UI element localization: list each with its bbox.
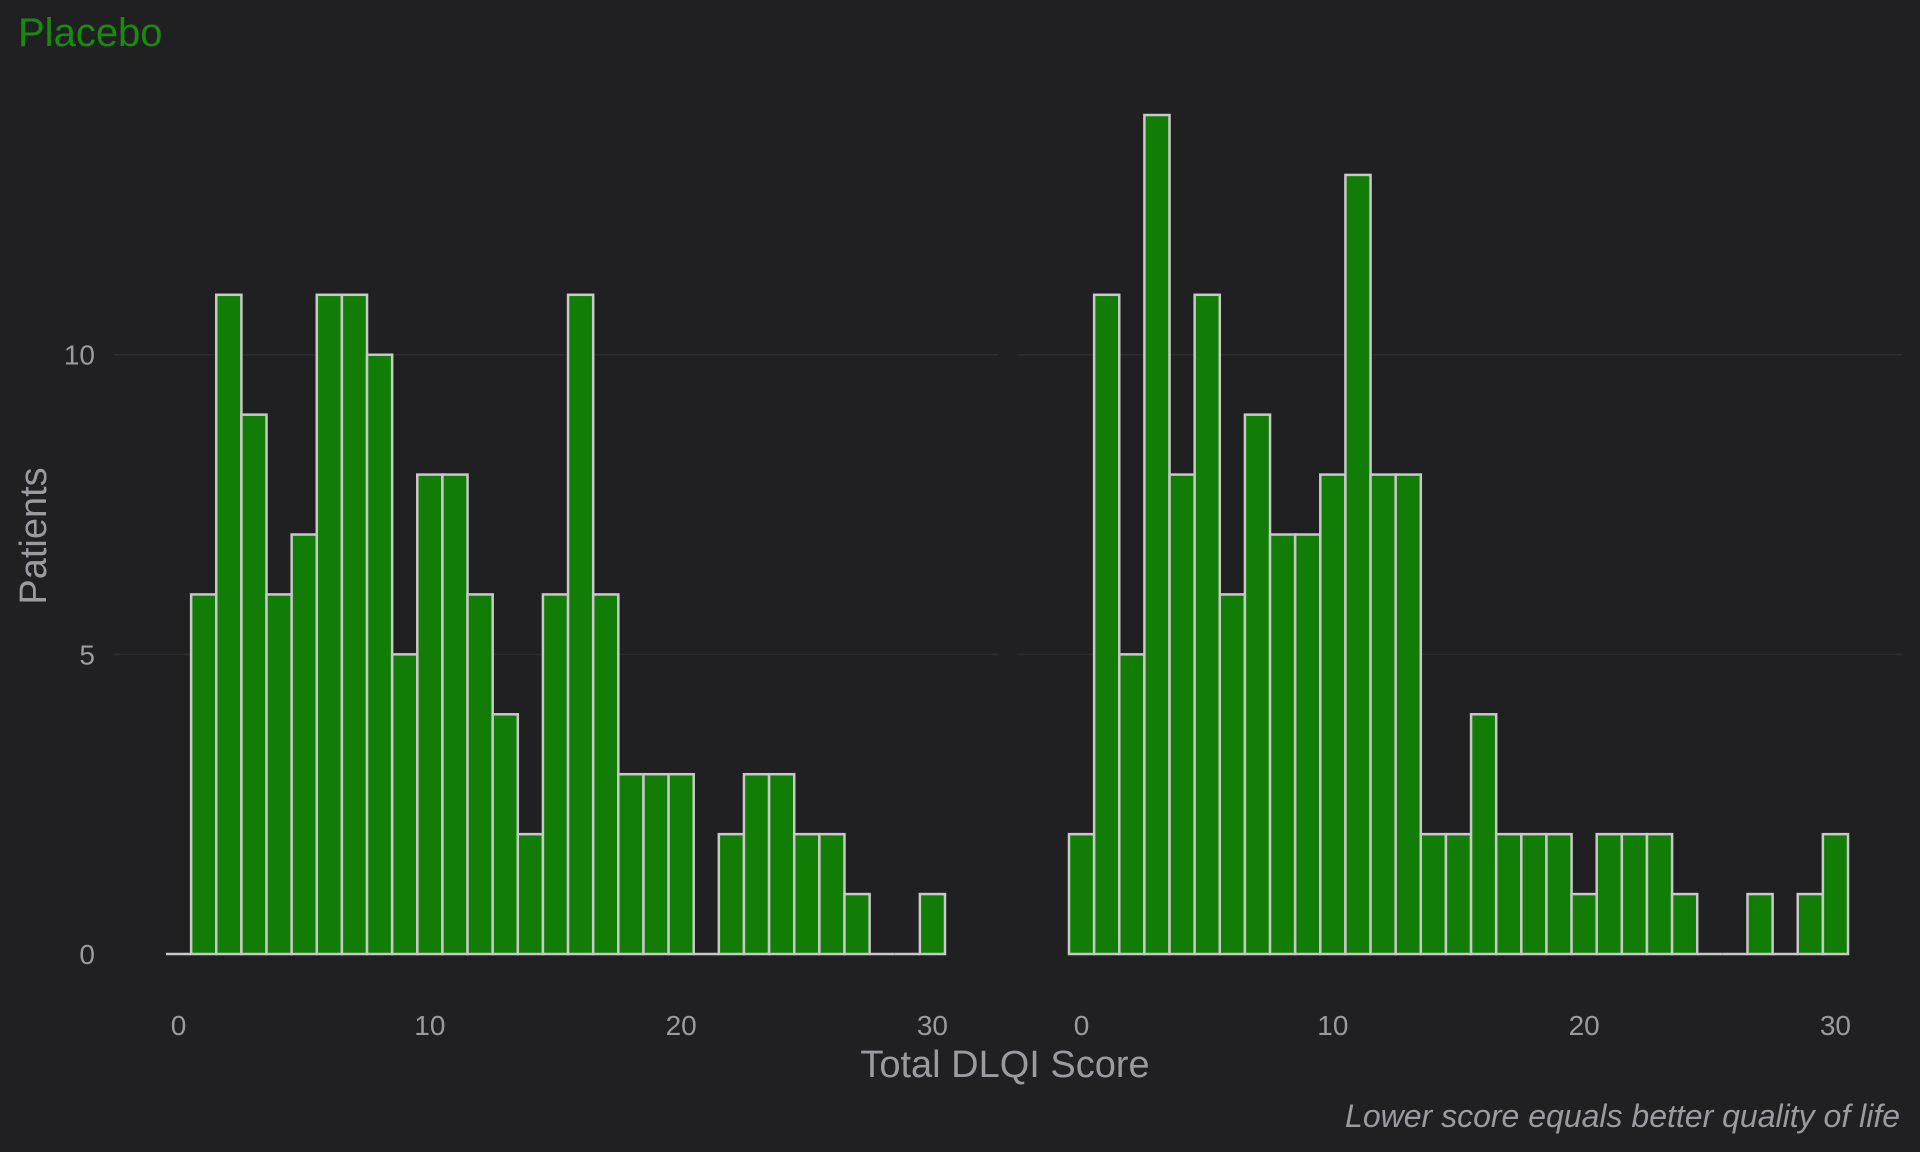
- histogram-bar: [1746, 892, 1774, 956]
- histogram-bar: [843, 892, 871, 956]
- histogram-bar: [1319, 473, 1347, 956]
- histogram-bar: [1545, 832, 1573, 956]
- histogram-bar: [1118, 653, 1146, 956]
- histogram-bar: [1595, 832, 1624, 956]
- histogram-bar: [1419, 832, 1448, 956]
- chart-title: Placebo: [18, 11, 163, 55]
- histogram-bar: [215, 293, 243, 956]
- histogram-bar: [365, 353, 394, 956]
- histogram-bar: [315, 293, 344, 956]
- facet-panel-1: 0 10 20 30: [114, 293, 998, 1041]
- x-tick-label: 30: [1820, 1010, 1851, 1041]
- histogram-bar: [416, 473, 444, 956]
- histogram-bar: [1469, 713, 1498, 956]
- histogram-bar: [390, 653, 419, 956]
- plot-area: 0 5 10 0 10 20 30 0 10 20 30: [64, 113, 1902, 1041]
- histogram-bar: [1243, 413, 1272, 956]
- histogram-bar: [541, 593, 570, 956]
- histogram-bar: [617, 772, 645, 956]
- x-tick-label: 10: [1317, 1010, 1348, 1041]
- histogram-bar: [189, 593, 218, 956]
- histogram-bar: [742, 772, 771, 956]
- histogram-bar: [1168, 473, 1196, 956]
- histogram-bar: [1218, 593, 1247, 956]
- histogram-bar: [265, 593, 293, 956]
- facet-panel-2: 0 10 20 30: [1017, 113, 1902, 1041]
- histogram-bar: [717, 832, 746, 956]
- histogram-bar: [1444, 832, 1473, 956]
- histogram-bar: [1293, 533, 1322, 956]
- x-tick-label: 0: [1074, 1010, 1090, 1041]
- y-tick-label: 0: [79, 939, 95, 970]
- x-tick-label: 0: [171, 1010, 187, 1041]
- histogram-bar: [1268, 533, 1297, 956]
- histogram-bar: [1494, 832, 1523, 956]
- histogram-bar: [240, 413, 268, 956]
- histogram-bar: [1193, 293, 1222, 956]
- x-tick-label: 10: [414, 1010, 445, 1041]
- histogram-bar: [918, 892, 947, 956]
- histogram-bar: [1796, 892, 1825, 956]
- histogram-bar: [1520, 832, 1548, 956]
- histogram-bar: [642, 772, 670, 956]
- histogram-bar: [290, 533, 319, 956]
- histogram-bar: [1067, 832, 1096, 956]
- histogram-bar: [591, 593, 620, 956]
- y-tick-label: 5: [79, 639, 95, 670]
- y-tick-label: 10: [64, 340, 95, 371]
- histogram-bar: [767, 772, 796, 956]
- histogram-bar: [566, 293, 595, 956]
- histogram-bar: [667, 772, 695, 956]
- histogram-bar: [466, 593, 494, 956]
- histogram-bar: [1344, 173, 1372, 956]
- x-axis-label: Total DLQI Score: [860, 1044, 1149, 1086]
- chart-caption: Lower score equals better quality of lif…: [1345, 1098, 1900, 1134]
- histogram-bar: [1369, 473, 1397, 956]
- histogram-bar: [491, 713, 520, 956]
- y-axis-label: Patients: [13, 467, 55, 604]
- histogram-bar: [340, 293, 369, 956]
- histogram-bar: [1092, 293, 1121, 956]
- histogram-bar: [1394, 473, 1423, 956]
- histogram-bar: [1570, 892, 1598, 956]
- x-tick-label: 20: [1569, 1010, 1600, 1041]
- histogram-bar: [1620, 832, 1649, 956]
- histogram-bar: [441, 473, 469, 956]
- histogram-bar: [1143, 113, 1171, 956]
- histogram-bar: [516, 832, 545, 956]
- histogram-bar: [792, 832, 821, 956]
- x-tick-label: 20: [666, 1010, 697, 1041]
- histogram-bar: [818, 832, 846, 956]
- histogram-bar: [1821, 832, 1850, 956]
- histogram-bar: [1670, 892, 1699, 956]
- histogram-bar: [1645, 832, 1674, 956]
- x-tick-label: 30: [917, 1010, 948, 1041]
